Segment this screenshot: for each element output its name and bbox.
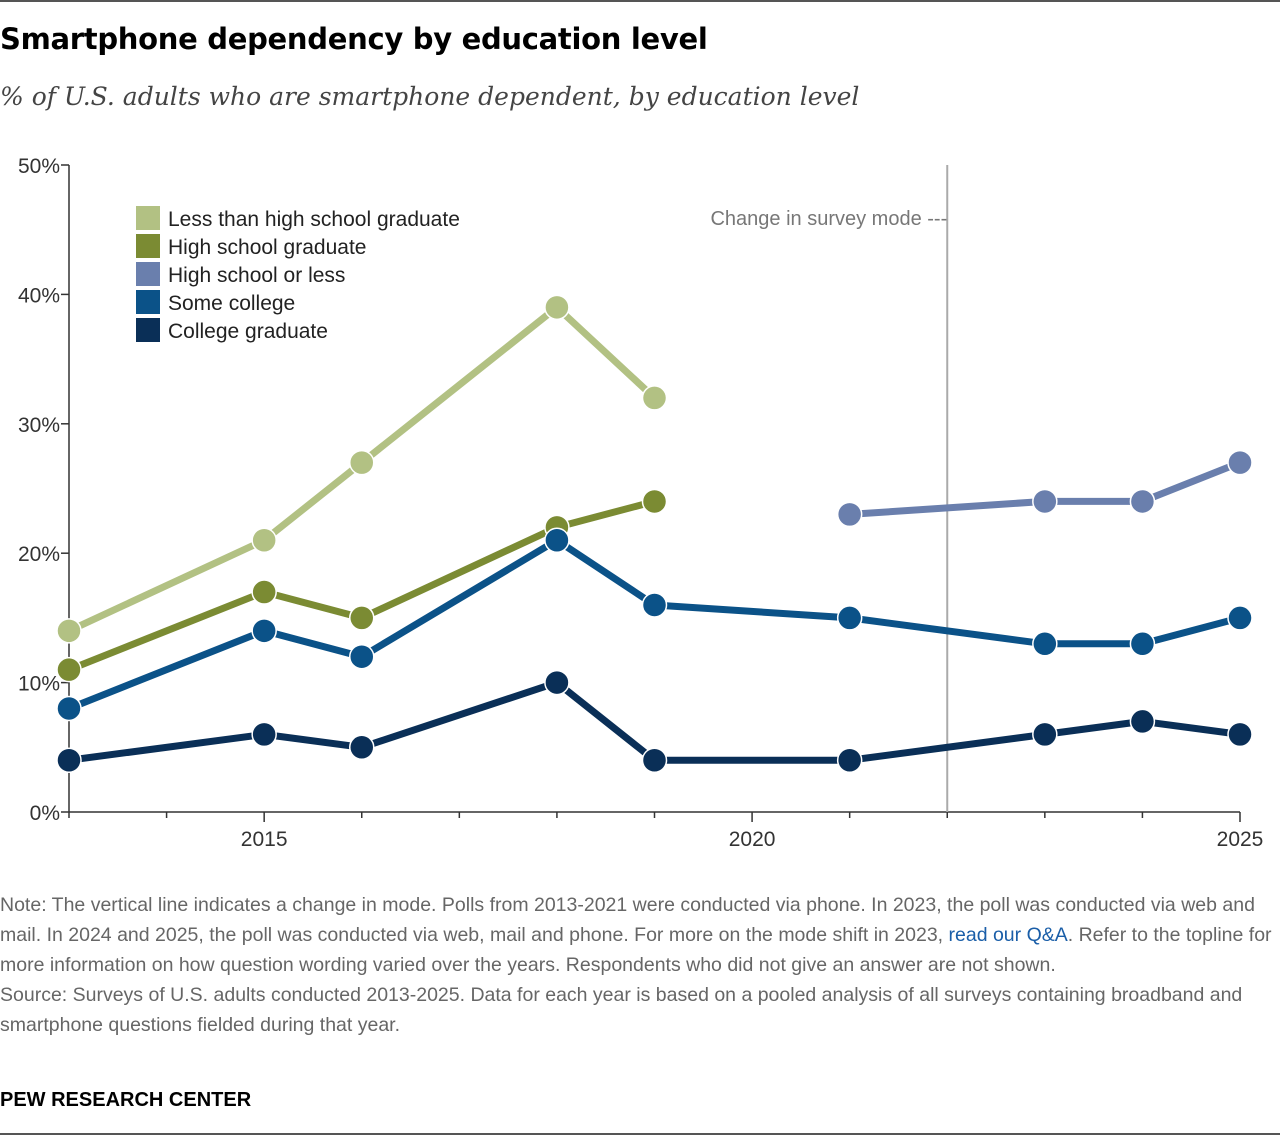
series-high-school-or-less	[836, 449, 1253, 528]
series-layer	[56, 294, 1253, 773]
data-point	[641, 488, 668, 515]
data-point	[1129, 488, 1156, 515]
data-point	[544, 294, 570, 321]
data-point	[251, 721, 277, 748]
data-point	[544, 669, 570, 696]
note-before-link: Note: The vertical line indicates a chan…	[0, 894, 1255, 946]
data-point	[836, 747, 863, 773]
legend-swatch	[136, 234, 160, 258]
data-point	[1032, 631, 1058, 657]
legend-label: College graduate	[168, 320, 328, 343]
y-tick-label: 10%	[18, 673, 60, 696]
data-point	[1227, 605, 1253, 631]
data-point	[349, 643, 375, 670]
data-point	[56, 618, 82, 644]
survey-mode-change: Change in survey mode ---	[710, 165, 949, 812]
legend-swatch	[136, 290, 160, 314]
legend-label: High school or less	[168, 264, 345, 287]
y-tick-label: 50%	[18, 155, 60, 178]
data-point	[1129, 631, 1156, 657]
legend: Less than high school graduate High schoo…	[136, 206, 460, 343]
line-chart: 0% 10% 20% 30% 40% 50% 2015 2020 2025 Change in …	[18, 155, 1263, 851]
legend-swatch	[136, 318, 160, 342]
data-point	[1129, 708, 1156, 735]
data-point	[641, 385, 668, 411]
source-text: Source: Surveys of U.S. adults conducted…	[0, 984, 1243, 1036]
series-line	[849, 459, 1242, 518]
chart-subtitle: % of U.S. adults who are smartphone depe…	[0, 82, 860, 111]
chart-axes: 0% 10% 20% 30% 40% 50% 2015 2020 2025	[18, 155, 1263, 851]
data-point	[349, 449, 375, 476]
data-point	[1227, 721, 1253, 748]
legend-label: Some college	[168, 292, 295, 315]
legend-swatch	[136, 262, 160, 286]
legend-swatch	[136, 206, 160, 230]
x-tick-label: 2015	[241, 828, 288, 851]
chart-title: Smartphone dependency by education level	[0, 22, 708, 56]
y-tick-label: 30%	[18, 414, 60, 437]
data-point	[641, 592, 668, 618]
chart-notes: Note: The vertical line indicates a chan…	[0, 890, 1278, 1040]
mode-change-label: Change in survey mode ---	[710, 208, 947, 230]
x-tick-label: 2020	[729, 828, 776, 851]
qa-link[interactable]: read our Q&A	[948, 924, 1068, 946]
data-point	[641, 747, 668, 773]
y-tick-label: 20%	[18, 543, 60, 566]
data-point	[1032, 488, 1058, 515]
brand-footer: PEW RESEARCH CENTER	[0, 1089, 252, 1111]
data-point	[1032, 721, 1058, 748]
top-rule	[0, 0, 1280, 2]
data-point	[56, 656, 82, 683]
y-tick-label: 40%	[18, 284, 60, 307]
bottom-rule	[0, 1133, 1280, 1135]
legend-label: Less than high school graduate	[168, 208, 460, 231]
data-point	[544, 527, 570, 554]
data-point	[836, 605, 863, 631]
x-tick-label: 2025	[1217, 828, 1264, 851]
series-college-graduate	[56, 669, 1253, 773]
data-point	[1227, 449, 1253, 476]
data-point	[251, 618, 277, 644]
y-tick-label: 0%	[30, 802, 60, 825]
data-point	[251, 579, 277, 605]
data-point	[56, 695, 82, 722]
legend-label: High school graduate	[168, 236, 366, 259]
series-some-college	[56, 527, 1253, 722]
note-text: Note: The vertical line indicates a chan…	[0, 890, 1278, 980]
note-after-link: . Refer to the topline for more informat…	[0, 924, 1272, 976]
data-point	[349, 605, 375, 631]
data-point	[349, 734, 375, 761]
series-less-than-high-school-graduate	[56, 294, 668, 644]
data-point	[56, 747, 82, 773]
data-point	[836, 501, 863, 528]
data-point	[251, 527, 277, 554]
series-line	[67, 536, 1241, 712]
